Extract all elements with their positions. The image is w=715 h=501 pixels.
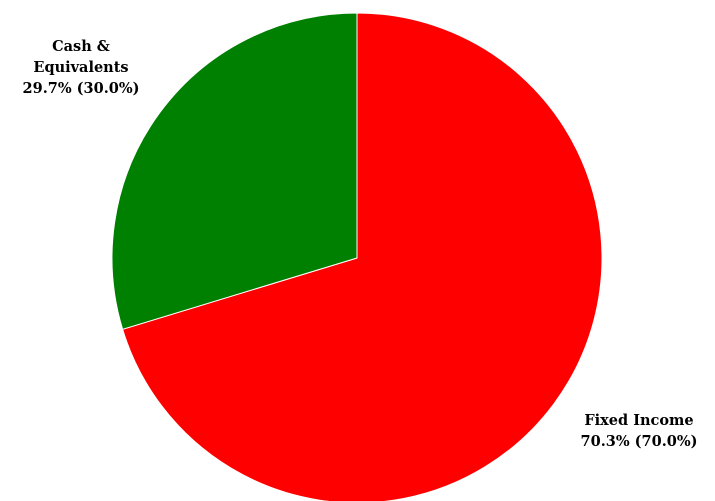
fixed-income-label: Fixed Income 70.3% (70.0%) bbox=[566, 410, 712, 452]
pie-slice-fixed-income bbox=[121, 12, 603, 501]
cash-equivalents-label: Cash & Equivalents 29.7% (30.0%) bbox=[6, 36, 156, 99]
pie-slice-cash-equivalents bbox=[111, 12, 358, 330]
fixed-income-label-name: Fixed Income bbox=[584, 412, 694, 429]
fixed-income-label-value: 70.3% (70.0%) bbox=[580, 433, 698, 450]
cash-equivalents-label-name-line2: Equivalents bbox=[33, 59, 129, 76]
cash-equivalents-label-name-line1: Cash & bbox=[52, 38, 110, 55]
cash-equivalents-label-value: 29.7% (30.0%) bbox=[22, 80, 140, 97]
